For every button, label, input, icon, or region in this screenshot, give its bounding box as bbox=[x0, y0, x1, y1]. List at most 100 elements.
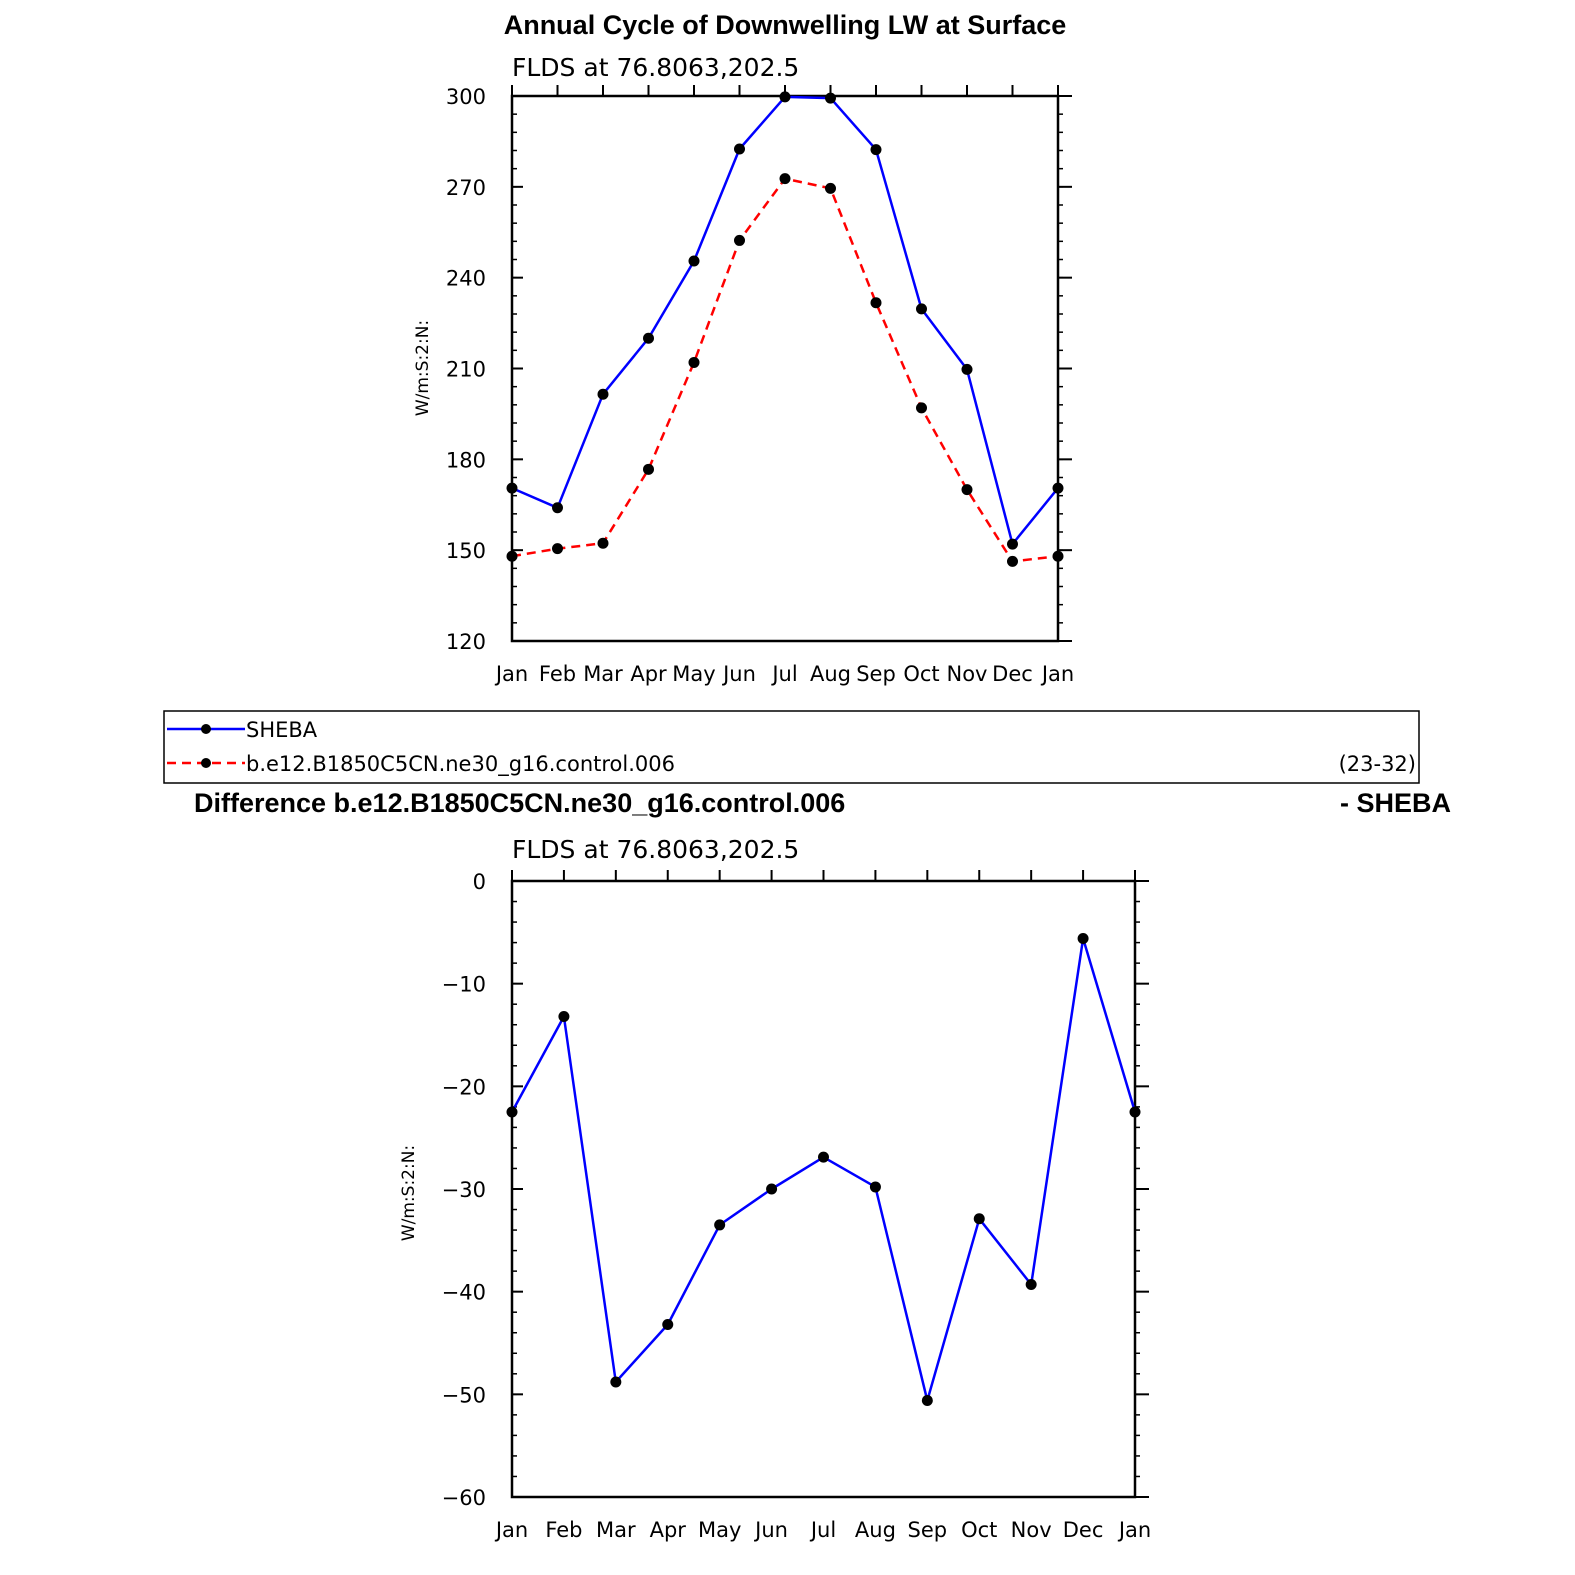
legend-frame bbox=[163, 710, 1420, 784]
diff-data-point bbox=[869, 1181, 881, 1193]
cycle-data-point bbox=[916, 402, 927, 414]
difference-y-axis-label: W/m:S:2:N: bbox=[399, 1145, 419, 1241]
difference-axis-ticks: Jan Feb Mar Apr May Jun Jul Aug Sep Oct Nov Dec Jan−… bbox=[442, 870, 1151, 1542]
diff-data-point bbox=[818, 1151, 829, 1163]
cycle-y-tick-label: 150 bbox=[446, 539, 486, 563]
cycle-x-tick-label: Jul bbox=[770, 662, 797, 686]
diff-x-tick-label: Nov bbox=[1011, 1518, 1052, 1542]
cycle-y-tick-label: 270 bbox=[446, 176, 486, 200]
legend: SHEBA b.e12.B1850C5CN.ne30_g16.control.0… bbox=[163, 710, 1420, 784]
cycle-x-tick-label: Feb bbox=[539, 662, 576, 686]
cycle-x-tick-label: Dec bbox=[992, 662, 1033, 686]
cycle-x-tick-label: Jun bbox=[721, 662, 756, 686]
difference-series-lines bbox=[510, 937, 1137, 1402]
cycle-data-point bbox=[825, 182, 836, 194]
legend-year-range: (23-32) bbox=[1339, 752, 1416, 776]
cycle-x-tick-label: Apr bbox=[630, 662, 667, 686]
diff-data-point bbox=[1077, 932, 1089, 944]
cycle-data-point bbox=[916, 303, 927, 315]
cycle-data-point bbox=[552, 543, 563, 555]
diff-y-tick-label: −60 bbox=[442, 1486, 486, 1510]
legend-model-label: b.e12.B1850C5CN.ne30_g16.control.006 bbox=[246, 752, 675, 777]
legend-sheba-label: SHEBA bbox=[246, 718, 318, 742]
difference-plot-frame bbox=[510, 879, 1137, 1499]
diff-x-tick-label: Oct bbox=[961, 1518, 997, 1542]
cycle-data-point bbox=[597, 537, 609, 549]
diff-x-tick-label: Apr bbox=[650, 1518, 687, 1542]
cycle-x-tick-label: Aug bbox=[810, 662, 851, 686]
difference-title-suffix: - SHEBA bbox=[1340, 788, 1451, 818]
cycle-x-tick-label: Jan bbox=[1040, 662, 1074, 686]
cycle-data-point bbox=[1007, 555, 1018, 567]
cycle-data-point bbox=[870, 144, 882, 156]
legend-model-marker bbox=[201, 758, 211, 768]
cycle-x-tick-label: Sep bbox=[856, 662, 896, 686]
diff-x-tick-label: Jan bbox=[1117, 1518, 1151, 1542]
diff-data-point bbox=[921, 1394, 933, 1406]
chart-title: Annual Cycle of Downwelling LW at Surfac… bbox=[504, 10, 1067, 40]
cycle-x-tick-label: Mar bbox=[583, 662, 623, 686]
cycle-data-point bbox=[870, 297, 882, 309]
diff-data-point bbox=[1025, 1278, 1037, 1290]
cycle-data-point bbox=[552, 502, 563, 514]
axis-ticks: Jan Feb Mar Apr May Jun Jul Aug Sep Oct Nov Dec Jan 1… bbox=[446, 85, 1074, 686]
cycle-data-point bbox=[688, 255, 700, 267]
cycle-data-point bbox=[961, 484, 973, 496]
cycle-series-line-0 bbox=[511, 95, 1059, 546]
diff-data-point bbox=[714, 1219, 726, 1231]
diff-data-point bbox=[766, 1183, 778, 1195]
diff-x-tick-label: Mar bbox=[596, 1518, 636, 1542]
difference-subtitle: FLDS at 76.8063,202.5 bbox=[512, 835, 799, 864]
diff-series-line-0 bbox=[510, 937, 1137, 1402]
diff-x-tick-label: Jun bbox=[753, 1518, 788, 1542]
difference-series-points bbox=[506, 932, 1141, 1406]
cycle-data-point bbox=[1007, 538, 1018, 550]
cycle-data-point bbox=[643, 332, 654, 344]
series-points bbox=[506, 91, 1064, 567]
chart-subtitle: FLDS at 76.8063,202.5 bbox=[512, 53, 799, 82]
cycle-y-tick-label: 240 bbox=[446, 267, 486, 291]
cycle-x-tick-label: May bbox=[672, 662, 715, 686]
difference-title: Difference b.e12.B1850C5CN.ne30_g16.cont… bbox=[194, 788, 845, 818]
diff-y-tick-label: −30 bbox=[442, 1178, 486, 1202]
cycle-data-point bbox=[825, 92, 836, 104]
diff-x-tick-label: Dec bbox=[1063, 1518, 1104, 1542]
cycle-data-point bbox=[1052, 482, 1064, 494]
diff-data-point bbox=[973, 1213, 985, 1225]
diff-data-point bbox=[610, 1376, 622, 1388]
diff-data-point bbox=[1129, 1106, 1141, 1118]
cycle-data-point bbox=[734, 143, 745, 155]
diff-data-point bbox=[506, 1106, 518, 1118]
cycle-data-point bbox=[688, 356, 700, 368]
cycle-x-tick-label: Oct bbox=[903, 662, 939, 686]
cycle-data-point bbox=[961, 363, 973, 375]
cycle-x-tick-label: Nov bbox=[947, 662, 988, 686]
difference-panel: Difference b.e12.B1850C5CN.ne30_g16.cont… bbox=[194, 788, 1451, 1542]
cycle-data-point bbox=[779, 91, 791, 103]
cycle-data-point bbox=[734, 234, 745, 246]
cycle-data-point bbox=[779, 173, 791, 185]
diff-x-tick-label: Feb bbox=[545, 1518, 582, 1542]
cycle-data-point bbox=[506, 482, 518, 494]
diff-y-tick-label: 0 bbox=[473, 870, 486, 894]
cycle-data-point bbox=[643, 463, 654, 475]
diff-y-tick-label: −50 bbox=[442, 1383, 486, 1407]
diff-x-tick-label: Jul bbox=[809, 1518, 836, 1542]
diff-data-point bbox=[558, 1011, 570, 1023]
diff-x-tick-label: Aug bbox=[855, 1518, 896, 1542]
diff-x-tick-label: Jan bbox=[494, 1518, 528, 1542]
cycle-y-tick-label: 210 bbox=[446, 358, 486, 382]
legend-sheba-marker bbox=[201, 724, 211, 734]
cycle-x-tick-label: Jan bbox=[494, 662, 528, 686]
diff-y-tick-label: −10 bbox=[442, 973, 486, 997]
diff-x-tick-label: May bbox=[698, 1518, 741, 1542]
y-axis-label: W/m:S:2:N: bbox=[413, 320, 433, 416]
annual-cycle-panel: Annual Cycle of Downwelling LW at Surfac… bbox=[413, 10, 1074, 686]
cycle-y-tick-label: 120 bbox=[446, 630, 486, 654]
cycle-data-point bbox=[1052, 550, 1064, 562]
diff-y-tick-label: −20 bbox=[442, 1075, 486, 1099]
series-lines bbox=[511, 95, 1059, 563]
cycle-data-point bbox=[597, 388, 609, 400]
cycle-y-tick-label: 180 bbox=[446, 448, 486, 472]
